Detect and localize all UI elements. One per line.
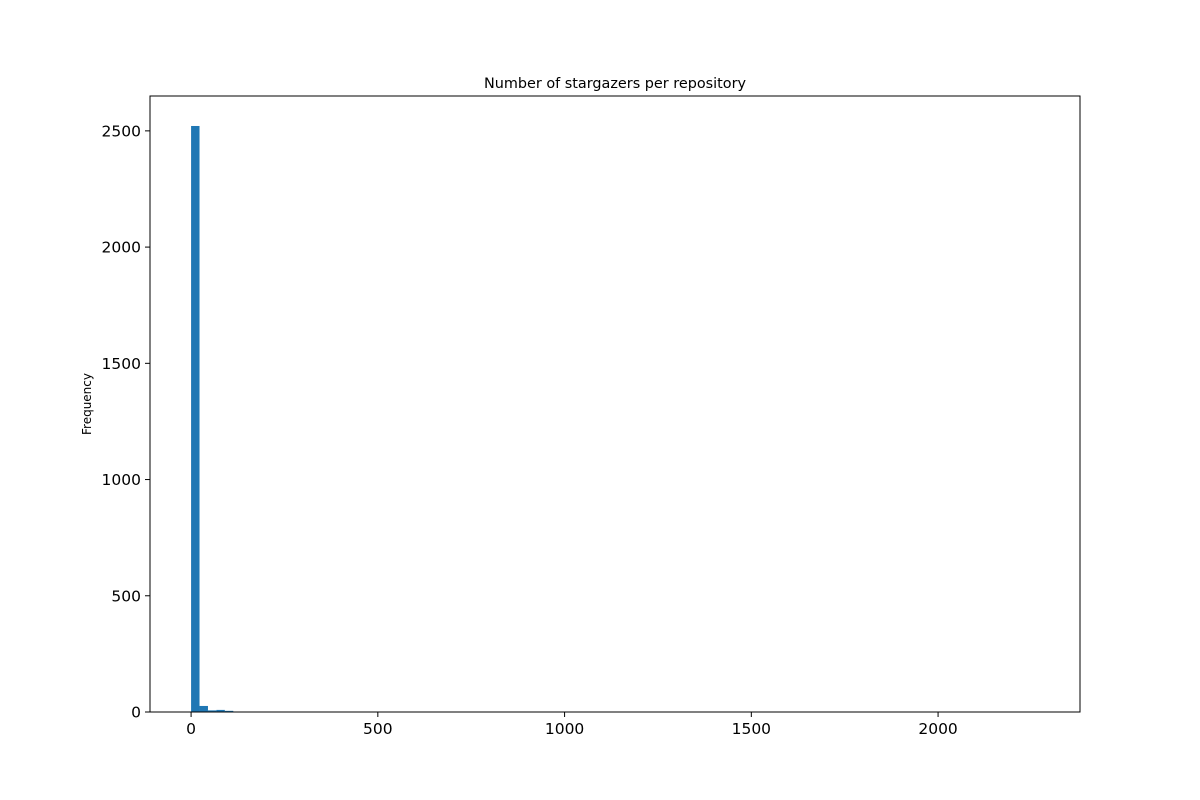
histogram-bar (207, 710, 217, 712)
y-tick-label: 2500 (102, 122, 141, 140)
histogram-bar (199, 705, 208, 712)
histogram-bar (216, 709, 225, 712)
y-tick-label: 500 (111, 587, 141, 605)
x-tick-label: 500 (363, 720, 393, 738)
x-tick-label: 1000 (545, 720, 584, 738)
x-tick-label: 0 (186, 720, 196, 738)
histogram-bar (191, 125, 200, 713)
y-tick-label: 1000 (102, 471, 141, 489)
x-axis-ticks: 0 500 1000 1500 2000 (186, 712, 958, 738)
x-tick-label: 2000 (918, 720, 957, 738)
x-tick-label: 1500 (732, 720, 771, 738)
y-axis-ticks: 0 500 1000 1500 2000 2500 (102, 122, 150, 722)
chart-title: Number of stargazers per repository (484, 76, 747, 92)
y-tick-label: 2000 (102, 239, 141, 257)
histogram-bar (224, 710, 234, 712)
histogram-bars (191, 125, 259, 713)
y-tick-label: 0 (131, 704, 141, 722)
y-axis-label: Frequency (80, 373, 94, 435)
y-tick-label: 1500 (102, 355, 141, 373)
plot-frame (149, 95, 1081, 713)
